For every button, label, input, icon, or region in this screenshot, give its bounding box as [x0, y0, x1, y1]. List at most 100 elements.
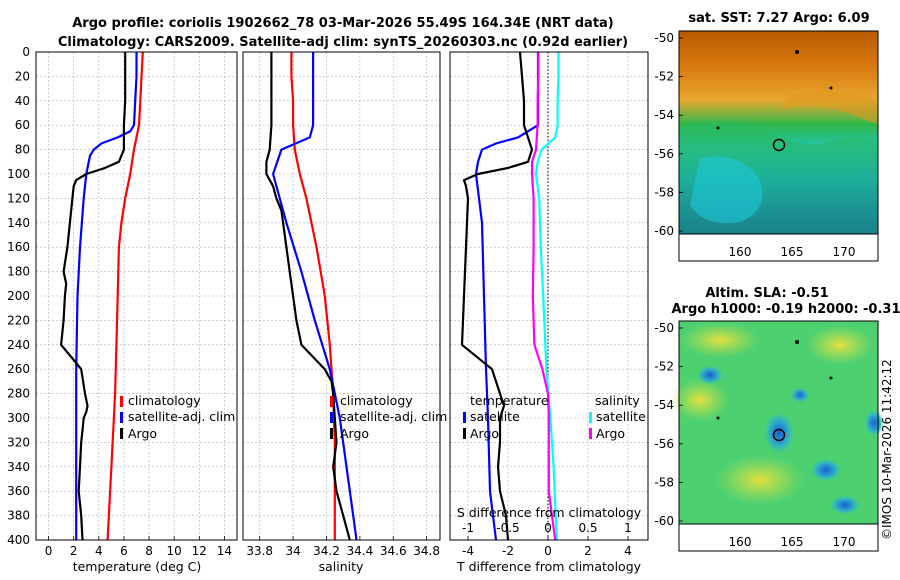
series-line-climatology [106, 51, 144, 541]
y-tick-label: 280 [7, 387, 30, 401]
y-tick-label: 40 [15, 94, 30, 108]
map-y-tick: -54 [654, 398, 674, 412]
temp-xlabel: temperature (deg C) [73, 559, 202, 574]
map-y-tick: -60 [654, 514, 674, 528]
diff-legend: temperature salinity satellite Argo sate… [463, 393, 646, 441]
y-tick-label: 180 [7, 265, 30, 279]
y-tick-label: 340 [7, 460, 30, 474]
sla-high-patch [805, 325, 875, 365]
map-y-tick: -60 [654, 224, 674, 238]
sla-low-patch [763, 411, 795, 455]
x-tick-label: 33.8 [246, 544, 273, 558]
sla-low-patch [790, 387, 810, 403]
legend-swatch-satellite [120, 412, 123, 423]
map-x-tick: 170 [833, 535, 856, 549]
sst-cool-patch [690, 156, 763, 224]
nearby-float-marker [716, 416, 720, 420]
series-line-argo-s [530, 52, 557, 541]
sla-map [670, 320, 884, 525]
sla-low-patch [829, 495, 861, 515]
temperature-panel: 0 2 4 6 8 10 12 1402040608010012014016018020022… [7, 45, 238, 558]
map-lower-frame [678, 523, 879, 552]
x-tick-label: 4 [95, 544, 103, 558]
map-lower-frame [678, 233, 879, 262]
y-tick-label: 220 [7, 313, 30, 327]
map-y-tick: -52 [654, 360, 674, 374]
series-line-argo [265, 52, 351, 541]
y-tick-label: 200 [7, 289, 30, 303]
imos-watermark: ©IMOS 10-Mar-2026 11:42:12 [880, 359, 894, 540]
temp-legend-satellite: satellite-adj. clim [128, 409, 235, 424]
sla-map-title-line1: Altim. SLA: -0.51 [705, 286, 828, 301]
sal-legend-satellite: satellite-adj. clim [340, 409, 447, 424]
diff-xlabel: T difference from climatology [456, 559, 642, 574]
legend-swatch-argo-s [589, 428, 592, 439]
map-y-tick: -58 [654, 475, 674, 489]
legend-swatch-sat-t [463, 412, 466, 423]
y-tick-label: 320 [7, 435, 30, 449]
difference-panel: -4 -2 0 2 4-1 -0.5 0 0.5 1 [449, 51, 649, 558]
y-tick-label: 120 [7, 191, 30, 205]
sla-low-patch [696, 365, 724, 385]
plot-frame [449, 51, 649, 541]
map-x-tick: 170 [833, 245, 856, 259]
sla-low-patch [810, 458, 842, 482]
legend-swatch-argo [120, 428, 123, 439]
series-line-satellite-adj-clim [272, 52, 358, 541]
map-y-tick: -50 [654, 321, 674, 335]
x-tick-label: 0 [45, 544, 53, 558]
diff-legend-argo-s: Argo [596, 426, 625, 441]
diff-legend-sat-s: satellite [596, 409, 646, 424]
nearby-float-marker [795, 340, 799, 344]
plot-frame [242, 51, 441, 541]
sla-map-ticks: -50 -52 -54 -56 -58 -60 160 165 170 [654, 321, 879, 552]
x-tick-label: 34.8 [413, 544, 440, 558]
legend-swatch-argo-t [463, 428, 466, 439]
map-x-tick: 165 [781, 245, 804, 259]
x-tick-label: 14 [217, 544, 232, 558]
map-x-tick: 160 [729, 245, 752, 259]
series-line-argo-t [460, 51, 534, 541]
sal-legend: climatology satellite-adj. clim Argo [330, 393, 447, 441]
x-tick-label: 34.4 [347, 544, 374, 558]
diff-top-xlabel: S difference from climatology [457, 505, 642, 520]
top-tick-label: -1 [462, 521, 474, 535]
map-y-tick: -54 [654, 108, 674, 122]
y-tick-label: 260 [7, 362, 30, 376]
x-tick-label: 34.2 [313, 544, 340, 558]
y-tick-label: 140 [7, 216, 30, 230]
map-x-tick: 160 [729, 535, 752, 549]
x-tick-label: 8 [145, 544, 153, 558]
legend-swatch-sat-s [589, 412, 592, 423]
y-tick-label: 380 [7, 509, 30, 523]
y-tick-label: 80 [15, 143, 30, 157]
map-y-tick: -58 [654, 185, 674, 199]
temp-legend: climatology satellite-adj. clim Argo [120, 393, 235, 441]
sla-low-patch [864, 409, 884, 437]
sst-map [678, 30, 879, 235]
diff-legend-argo-t: Argo [470, 426, 499, 441]
y-tick-label: 240 [7, 338, 30, 352]
diff-legend-sat-t: satellite [470, 409, 520, 424]
x-tick-label: 4 [624, 544, 632, 558]
salinity-panel: 33.8 34 34.2 34.4 34.6 34.8 [242, 51, 441, 558]
y-tick-label: 360 [7, 484, 30, 498]
map-y-tick: -52 [654, 70, 674, 84]
top-tick-label: 1 [624, 521, 632, 535]
map-x-tick: 165 [781, 535, 804, 549]
sst-map-ticks: -50 -52 -54 -56 -58 -60 160 165 170 [654, 31, 879, 262]
diff-legend-temp-title: temperature [470, 393, 549, 408]
y-tick-label: 400 [7, 533, 30, 547]
map-y-tick: -56 [654, 437, 674, 451]
y-tick-label: 100 [7, 167, 30, 181]
series-line-climatology [290, 52, 336, 540]
top-tick-label: 0.5 [578, 521, 597, 535]
legend-swatch-climatology [120, 396, 123, 407]
legend-swatch-satellite [330, 412, 333, 423]
series-line-argo [59, 52, 127, 541]
sla-high-patch [670, 378, 730, 422]
figure-title-line2: Climatology: CARS2009. Satellite-adj cli… [58, 35, 628, 50]
temp-legend-climatology: climatology [128, 393, 201, 408]
sst-warm-patch [780, 91, 878, 125]
